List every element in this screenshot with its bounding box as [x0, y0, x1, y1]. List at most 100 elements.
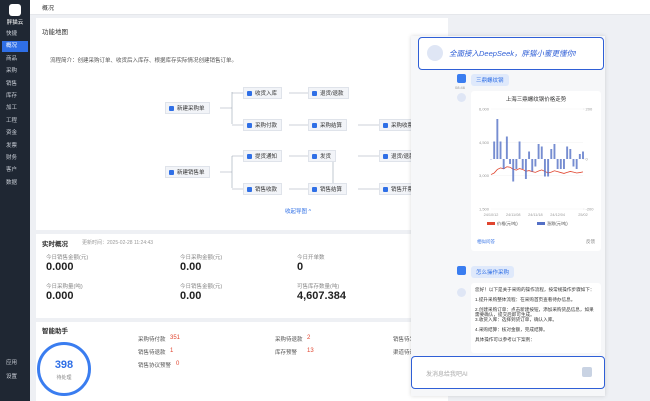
- nav-item[interactable]: 概况: [2, 41, 28, 53]
- input-placeholder: 发消息给我吧AI: [426, 372, 468, 378]
- task-count: 351: [170, 335, 181, 341]
- stat-label: 可售库存数量(吨): [297, 284, 340, 290]
- flow-node[interactable]: 退货/退款: [308, 87, 349, 99]
- chart-title: 上海三鼎螺纹钢价格走势: [506, 95, 567, 103]
- change-bar: [518, 141, 521, 159]
- assistant-title: 智能助手: [42, 328, 68, 335]
- send-button[interactable]: [582, 367, 592, 377]
- tab[interactable]: 概况: [42, 6, 55, 12]
- map-intro: 流程简介：创建采购订单、收货后入库存、根据库存实际情况创建销售订单。: [50, 58, 238, 64]
- bot-avatar: [457, 93, 466, 102]
- x-tick-label: 25/02: [578, 213, 588, 217]
- change-bar: [509, 159, 511, 164]
- flow-node[interactable]: 采购结算: [308, 119, 348, 131]
- nav-item[interactable]: 数据: [6, 179, 18, 186]
- pending-total: 398: [54, 359, 74, 371]
- stat-value: 4,607.384: [297, 290, 346, 302]
- nav-item[interactable]: 销售: [6, 80, 18, 87]
- task-count: 13: [307, 348, 314, 354]
- chart-card: 上海三鼎螺纹钢价格走势 1,500 3,000 4,500 6,000 -200 0 200…: [471, 91, 601, 251]
- task-label[interactable]: 销售待退款: [138, 350, 166, 356]
- change-bar: [534, 159, 537, 167]
- legend-label: 价格(元/吨): [497, 220, 518, 227]
- flow-node[interactable]: 发货: [308, 150, 337, 162]
- nav-item[interactable]: 工程: [6, 117, 18, 124]
- task-label[interactable]: 销售待发货: [393, 337, 421, 343]
- user-message: 三鼎螺纹钢: [471, 74, 509, 86]
- stat-value: 0.00: [180, 290, 202, 302]
- collapse-link[interactable]: 收起导图 ^: [285, 209, 312, 215]
- x-tick-label: 24/11/08: [506, 213, 521, 217]
- task-count: 2: [307, 335, 311, 341]
- flow-node[interactable]: 销售开票: [379, 183, 419, 195]
- nav-item[interactable]: 财务: [6, 155, 18, 161]
- change-bar: [531, 159, 534, 172]
- nav-item[interactable]: 加工: [6, 105, 18, 112]
- y-tick-label: 1,500: [479, 207, 490, 212]
- task-label[interactable]: 采购待退款: [275, 337, 303, 343]
- flow-node[interactable]: 提货通知: [243, 150, 283, 162]
- stat-label: 今日销售金额(元): [46, 255, 89, 261]
- nav-item[interactable]: 库存: [6, 93, 18, 99]
- flow-node[interactable]: 采购收票: [379, 119, 419, 131]
- banner: 全面接入DeepSeek，胖猫小蜜更懂你!: [418, 37, 604, 70]
- change-bar: [512, 159, 515, 182]
- change-bar: [572, 159, 575, 167]
- flow-node[interactable]: 销售结算: [308, 183, 348, 195]
- task-label[interactable]: 库存预警: [275, 350, 298, 356]
- answer-line: 具体操作可以参考以下案例：: [475, 337, 535, 342]
- change-bar: [528, 151, 531, 159]
- nav-item[interactable]: 应用: [6, 360, 18, 366]
- change-bar: [502, 159, 505, 169]
- x-tick-label: 24/10/12: [484, 213, 499, 217]
- x-tick-label: 24/11/18: [528, 213, 543, 217]
- stat-value: 0.000: [46, 290, 74, 302]
- task-label[interactable]: 渠道待退款: [393, 350, 421, 356]
- flow-node[interactable]: 销售收款: [243, 183, 283, 195]
- flow-node[interactable]: 采购付款: [243, 119, 283, 131]
- change-bar: [550, 149, 553, 159]
- change-bar: [540, 146, 543, 159]
- answer-line: 您好！以下是关于采购的操作流程，按常规操作步骤如下：: [475, 287, 595, 292]
- flow-arrows: [220, 92, 379, 190]
- chat-panel: 全面接入DeepSeek，胖猫小蜜更懂你! 08:46 三鼎螺纹钢 上海三鼎螺纹…: [411, 36, 605, 396]
- y2-tick-label: 0: [586, 157, 589, 162]
- flow-node[interactable]: 收货入库: [243, 87, 283, 99]
- nav-item[interactable]: 采购: [6, 68, 18, 75]
- change-bar: [505, 136, 508, 159]
- change-bar: [569, 149, 572, 159]
- flow-node[interactable]: 新建销售单: [165, 166, 210, 178]
- nav-item[interactable]: 资金: [6, 130, 18, 137]
- chat-input[interactable]: 发消息给我吧AI: [411, 356, 605, 389]
- nav-item[interactable]: 设置: [6, 374, 18, 380]
- answer-card: 您好！以下是关于采购的操作流程，按常规操作步骤如下： 1.提升采购整体流程：在采购…: [471, 283, 601, 353]
- overview-title: 实时概况: [42, 241, 68, 248]
- legend-swatch: [537, 222, 545, 225]
- task-label[interactable]: 销售协议预警: [138, 363, 172, 369]
- stat-label: 今日开单数: [297, 255, 325, 261]
- stat-label: 今日销售金额(元): [180, 284, 223, 290]
- avatar: [457, 266, 466, 275]
- nav-item[interactable]: 发票: [6, 142, 18, 149]
- flow-node[interactable]: 退货/退款: [379, 150, 420, 162]
- stat-label: 今日采购量(吨): [46, 284, 83, 290]
- change-bar: [537, 144, 540, 159]
- price-line: [490, 166, 584, 175]
- flow-node[interactable]: 新建采购单: [165, 102, 210, 114]
- y-tick-label: 4,500: [479, 140, 490, 145]
- nav-item[interactable]: 商品: [6, 55, 18, 62]
- answer-line: 3.收货入库：选择到货订单，确认入库。: [475, 317, 557, 322]
- stat-label: 今日采购金额(元): [180, 255, 223, 261]
- change-bar: [493, 141, 496, 159]
- nav-item[interactable]: 客户: [6, 167, 18, 174]
- change-bar: [575, 159, 578, 169]
- brand: 胖猫云: [6, 20, 24, 26]
- price-chart: 上海三鼎螺纹钢价格走势 1,500 3,000 4,500 6,000 -200 0 200…: [477, 95, 595, 245]
- message-time: 08:46: [455, 85, 466, 90]
- bot-avatar: [457, 288, 466, 297]
- stat-value: 0.000: [46, 261, 74, 273]
- change-bar: [566, 146, 569, 159]
- task-label[interactable]: 采购待付款: [138, 337, 166, 343]
- nav-item[interactable]: 快捷: [6, 31, 18, 37]
